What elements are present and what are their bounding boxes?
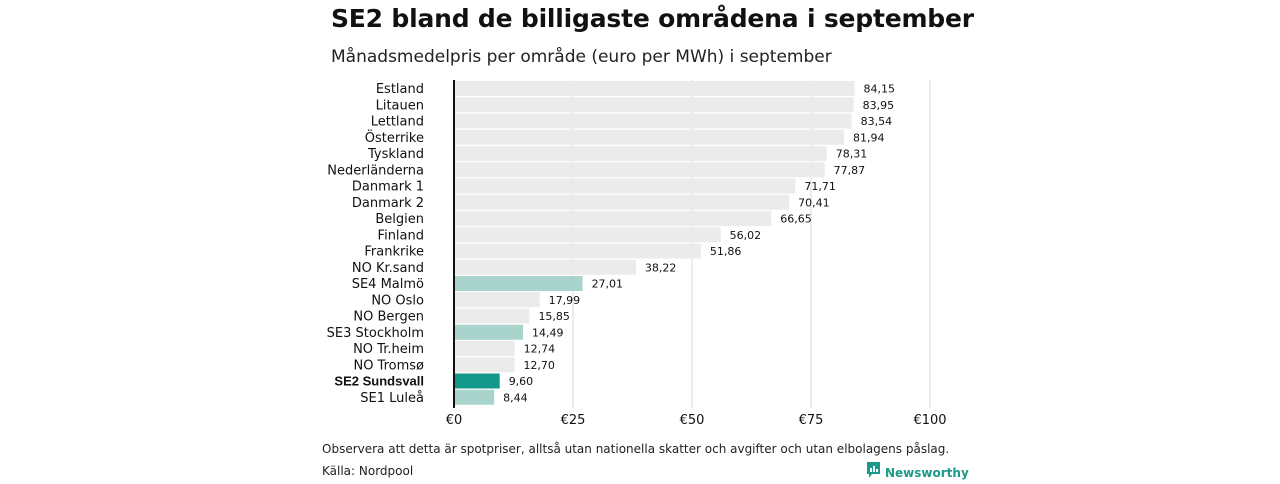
bar-chart: Estland 84,15 Litauen 83,95 Lettland 83,54 Öst… <box>327 80 947 428</box>
bar <box>454 243 701 259</box>
value-label: 12,74 <box>524 343 556 356</box>
value-label: 66,65 <box>780 213 812 226</box>
category-label: SE4 Malmö <box>352 277 424 292</box>
value-label: 8,44 <box>503 391 528 404</box>
category-label: NO Kr.sand <box>352 261 424 276</box>
value-label: 84,15 <box>864 83 896 96</box>
x-tick-label: €0 <box>446 413 463 428</box>
category-label: SE2 Sundsvall <box>334 374 424 389</box>
category-label: NO Tr.heim <box>353 342 424 357</box>
value-label: 51,86 <box>710 245 742 258</box>
bar <box>454 373 500 389</box>
brand-name: Newsworthy <box>885 465 969 480</box>
x-tick-label: €75 <box>799 413 824 428</box>
bar <box>454 81 855 96</box>
category-label: Finland <box>378 228 424 243</box>
category-label: SE1 Luleå <box>360 391 424 406</box>
category-label: Estland <box>376 82 424 97</box>
category-label: Nederländerna <box>327 163 424 178</box>
bar <box>454 146 827 161</box>
category-label: Österrike <box>365 129 424 146</box>
category-label: NO Bergen <box>353 310 424 325</box>
value-label: 83,54 <box>861 115 893 128</box>
value-label: 12,70 <box>523 359 555 372</box>
chart-subtitle: Månadsmedelpris per område (euro per MWh… <box>331 47 832 67</box>
bar <box>454 276 583 291</box>
value-label: 81,94 <box>853 131 885 144</box>
bar <box>454 211 772 226</box>
value-label: 38,22 <box>645 261 677 274</box>
bar <box>454 113 852 129</box>
value-label: 78,31 <box>836 148 868 161</box>
bar <box>454 178 796 194</box>
bar <box>454 357 515 373</box>
value-label: 70,41 <box>798 196 830 209</box>
chart-title: SE2 bland de billigaste områdena i septe… <box>331 4 974 33</box>
value-label: 17,99 <box>549 294 581 307</box>
category-label: NO Tromsø <box>353 358 424 373</box>
value-label: 71,71 <box>804 180 836 193</box>
x-tick-label: €100 <box>913 413 946 428</box>
value-label: 14,49 <box>532 326 564 339</box>
category-label: Tyskland <box>367 147 424 162</box>
bar <box>454 324 523 340</box>
value-label: 9,60 <box>509 375 534 388</box>
value-label: 56,02 <box>730 229 762 242</box>
category-label: Litauen <box>376 98 424 113</box>
category-label: Belgien <box>375 212 424 227</box>
category-label: Danmark 1 <box>352 180 424 195</box>
category-label: Danmark 2 <box>352 196 424 211</box>
bar <box>454 292 540 308</box>
bar <box>454 129 845 145</box>
category-label: Frankrike <box>364 245 424 260</box>
value-label: 15,85 <box>538 310 570 323</box>
x-tick-label: €50 <box>680 413 705 428</box>
newsworthy-logo-icon <box>866 461 881 484</box>
bar <box>454 341 515 356</box>
bar <box>454 227 721 243</box>
bar <box>454 389 495 405</box>
bar <box>454 194 790 210</box>
category-label: SE3 Stockholm <box>327 326 424 341</box>
value-label: 77,87 <box>834 164 866 177</box>
footnote: Observera att detta är spotpriser, allts… <box>322 442 950 456</box>
bar <box>454 308 530 324</box>
value-label: 83,95 <box>863 99 895 112</box>
brand[interactable]: Newsworthy <box>866 461 969 484</box>
category-label: Lettland <box>371 115 424 130</box>
source-label: Källa: Nordpool <box>322 464 414 478</box>
x-tick-label: €25 <box>561 413 586 428</box>
bar <box>454 162 825 178</box>
value-label: 27,01 <box>592 278 624 291</box>
category-label: NO Oslo <box>371 293 424 308</box>
bar <box>454 259 636 275</box>
bar <box>454 97 854 113</box>
